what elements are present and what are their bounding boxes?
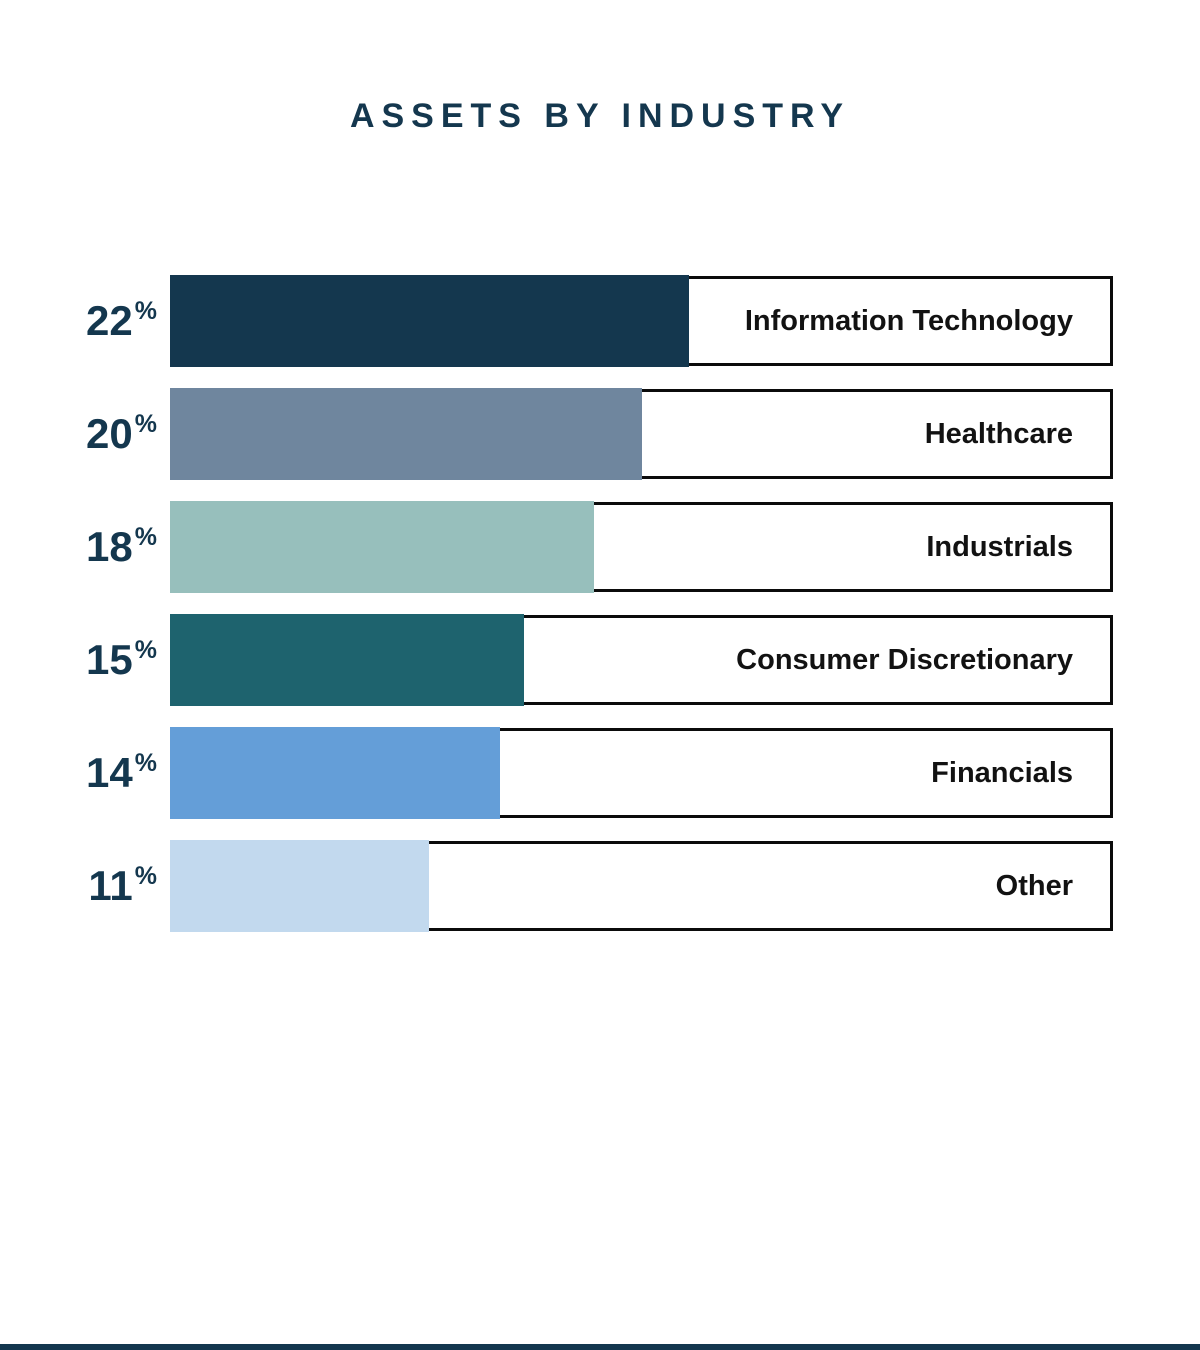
bar-fill xyxy=(170,727,501,819)
bar-category-label: Financials xyxy=(931,756,1073,789)
bar-category-label: Industrials xyxy=(926,530,1073,563)
chart-row: 22% Information Technology xyxy=(86,275,1113,367)
bar-value-label: 11% xyxy=(88,840,170,932)
bar-value-label: 20% xyxy=(86,388,170,480)
bar-value-label: 22% xyxy=(86,275,170,367)
bar-fill xyxy=(170,388,642,480)
assets-by-industry-bar-chart: 22% Information Technology 20% Healthcar… xyxy=(86,275,1113,953)
bar-value-label: 14% xyxy=(86,727,170,819)
chart-title: ASSETS BY INDUSTRY xyxy=(349,97,851,135)
bar-category-box: Information Technology xyxy=(688,276,1113,366)
bar-value-number: 14 xyxy=(86,749,133,796)
chart-row: 20% Healthcare xyxy=(86,388,1113,480)
bar-category-box: Other xyxy=(429,841,1113,931)
bar-category-label: Consumer Discretionary xyxy=(736,643,1073,676)
chart-row: 11% Other xyxy=(88,840,1113,932)
bar-value-number: 18 xyxy=(86,523,133,570)
bar-value-label: 18% xyxy=(86,501,170,593)
bar-value-number: 15 xyxy=(86,636,133,683)
bar-track: Other xyxy=(170,840,1113,932)
bar-category-label: Healthcare xyxy=(924,417,1073,450)
chart-row: 18% Industrials xyxy=(86,501,1113,593)
bar-fill xyxy=(170,501,595,593)
percent-sign: % xyxy=(134,409,157,438)
bar-category-box: Healthcare xyxy=(641,389,1113,479)
bar-value-number: 11 xyxy=(88,862,133,909)
percent-sign: % xyxy=(134,296,157,325)
percent-sign: % xyxy=(134,748,157,777)
bar-category-box: Consumer Discretionary xyxy=(523,615,1113,705)
percent-sign: % xyxy=(134,635,157,664)
bar-track: Industrials xyxy=(170,501,1113,593)
chart-row: 14% Financials xyxy=(86,727,1113,819)
chart-row: 15% Consumer Discretionary xyxy=(86,614,1113,706)
bar-fill xyxy=(170,275,689,367)
bar-fill xyxy=(170,840,430,932)
bar-category-box: Industrials xyxy=(594,502,1113,592)
bar-category-label: Other xyxy=(995,869,1073,902)
bar-track: Healthcare xyxy=(170,388,1113,480)
bar-track: Financials xyxy=(170,727,1113,819)
bar-value-label: 15% xyxy=(86,614,170,706)
bar-category-box: Financials xyxy=(500,728,1113,818)
bar-track: Information Technology xyxy=(170,275,1113,367)
percent-sign: % xyxy=(134,522,157,551)
bar-fill xyxy=(170,614,524,706)
bottom-accent-band xyxy=(0,1344,1200,1350)
bar-category-label: Information Technology xyxy=(744,304,1073,337)
percent-sign: % xyxy=(134,861,157,890)
bar-value-number: 22 xyxy=(86,297,133,344)
bar-value-number: 20 xyxy=(86,410,133,457)
bar-track: Consumer Discretionary xyxy=(170,614,1113,706)
